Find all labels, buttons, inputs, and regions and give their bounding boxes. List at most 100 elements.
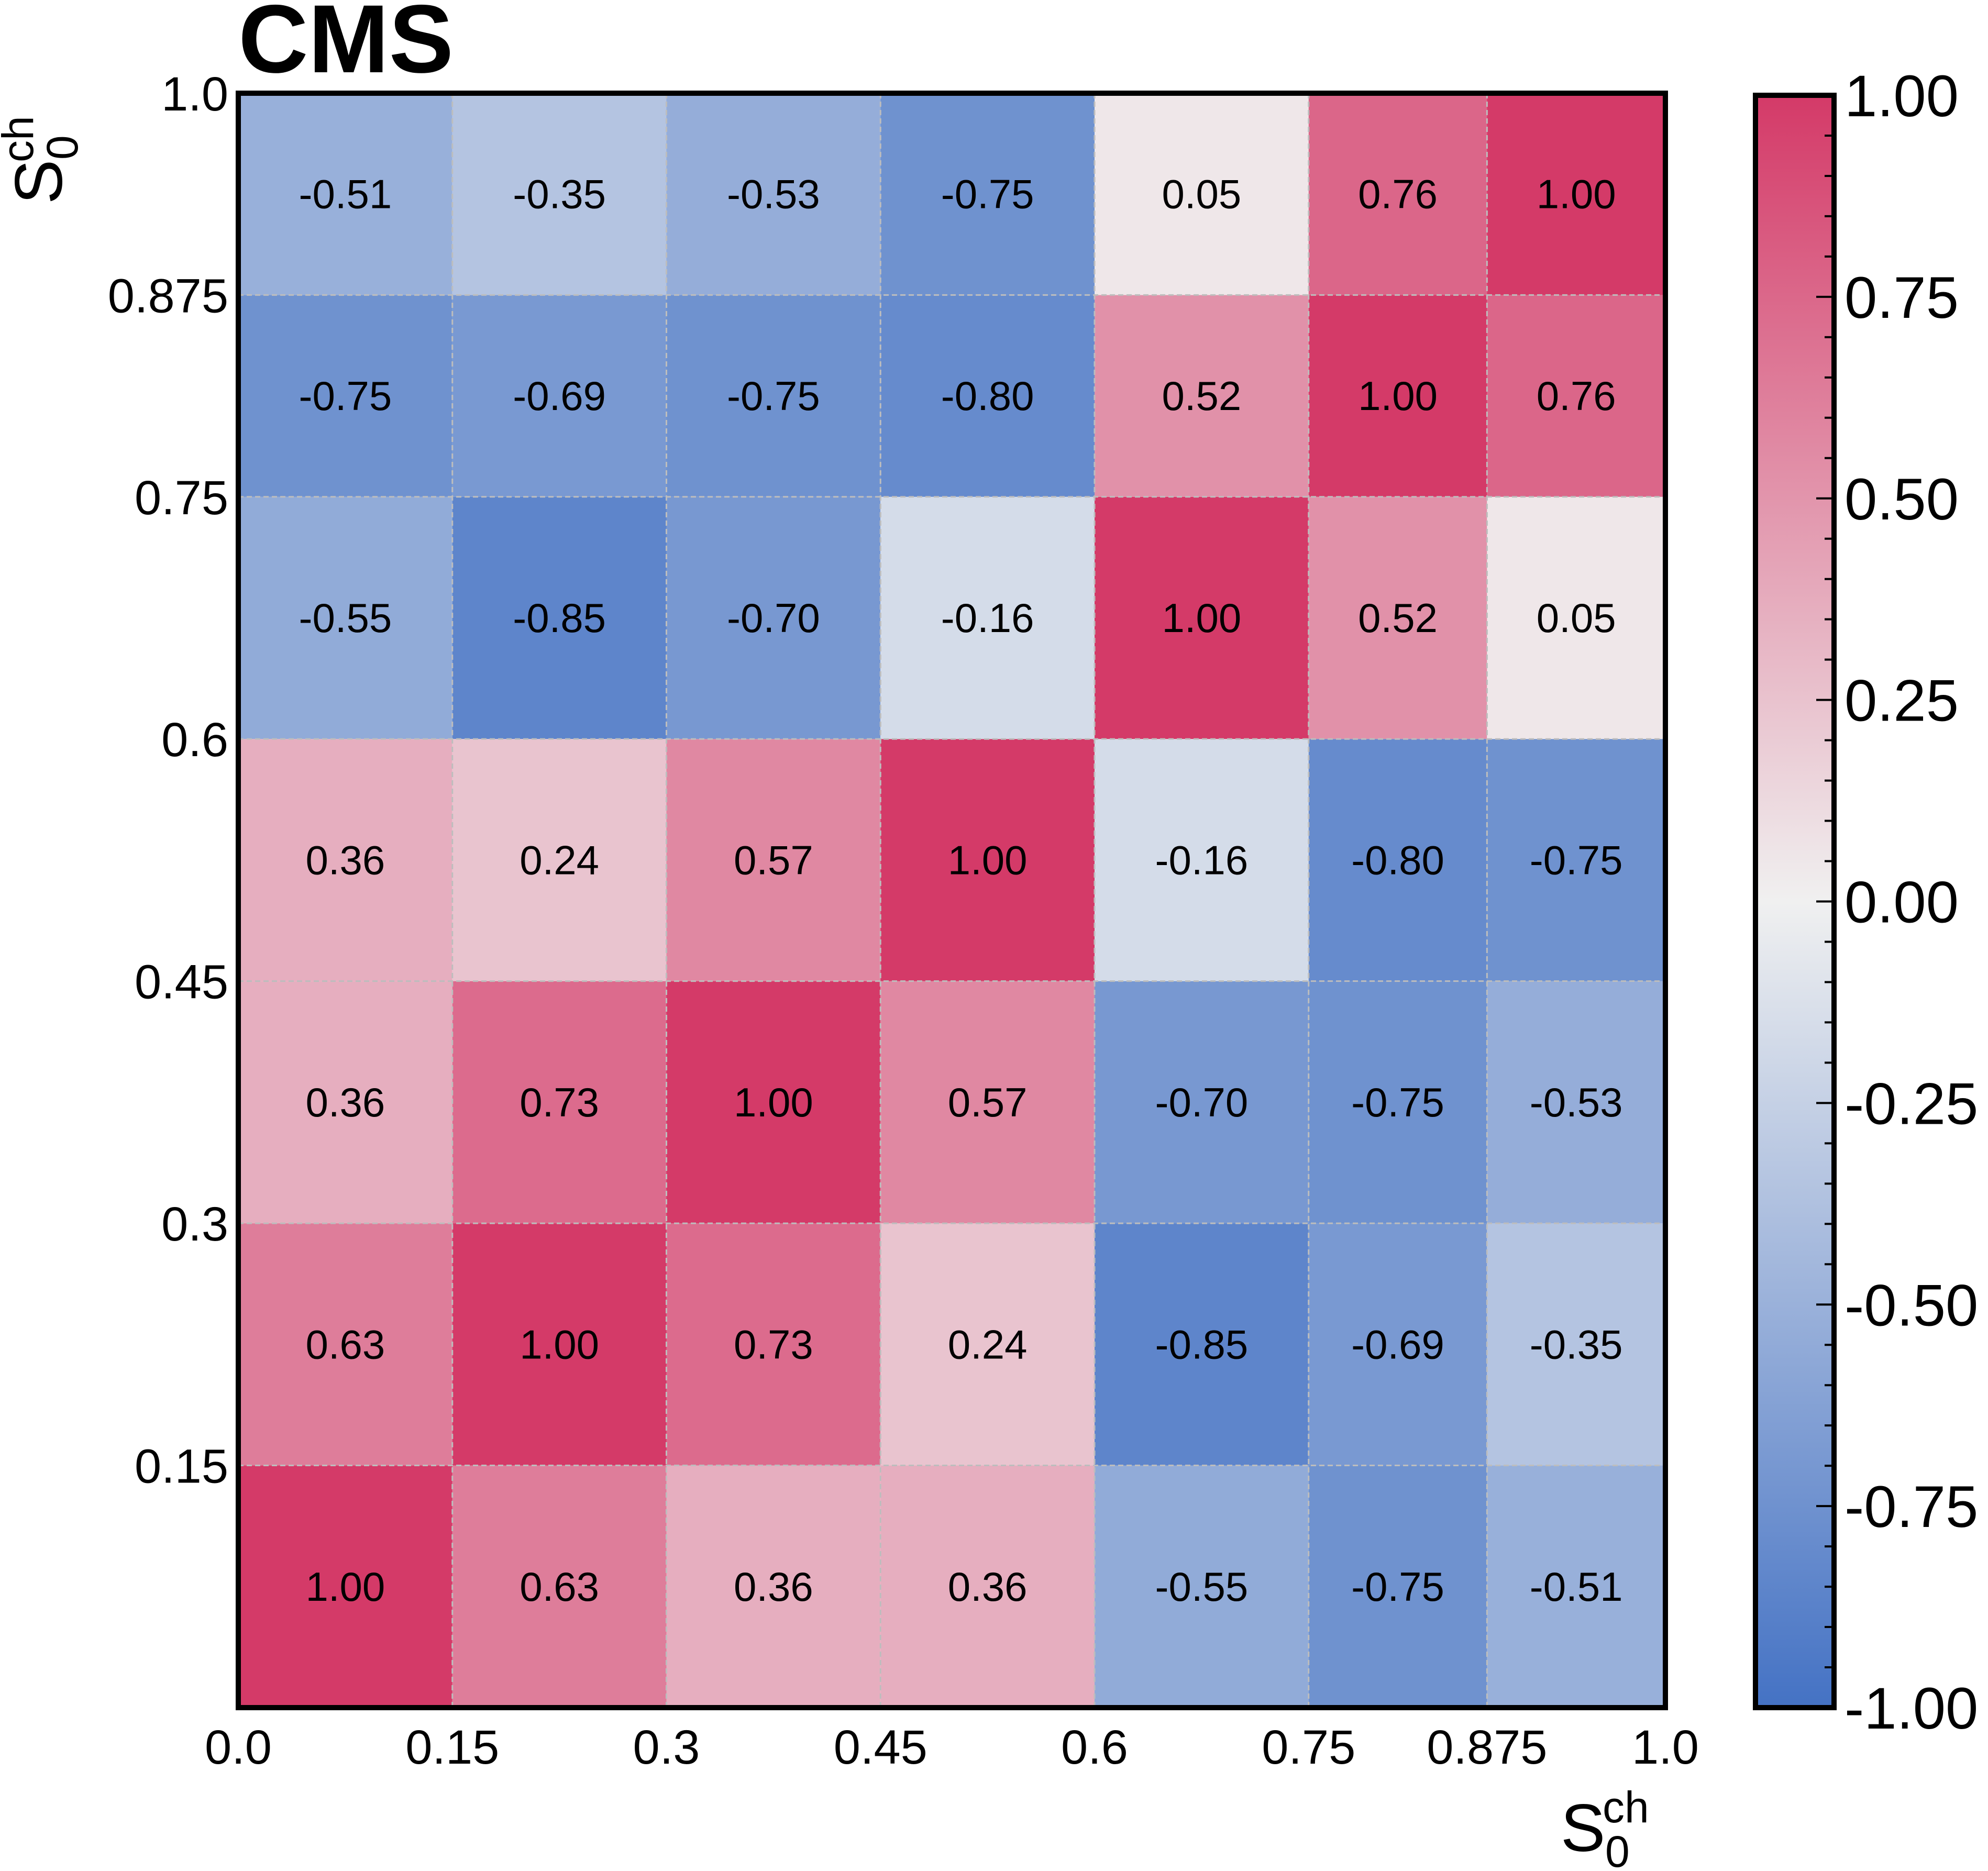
colorbar-ticks: 1.00 0.75 0.50 0.25 0.00 -0.25 -0.50 -0.75 -1.00 [1816, 63, 1978, 1741]
cell-value-label: 1.00 [305, 1564, 385, 1610]
x-tick-label: 0.0 [205, 1721, 272, 1774]
cell-value-label: -0.75 [941, 171, 1034, 217]
cell-value-label: 0.76 [1358, 171, 1438, 217]
x-tick-label: 0.75 [1262, 1721, 1355, 1774]
heatmap-cell [1095, 1223, 1309, 1466]
heatmap-cell [238, 496, 452, 739]
cell-value-label: 1.00 [948, 837, 1028, 883]
cell-value-label: -0.16 [1155, 837, 1248, 883]
y-tick-label: 0.6 [161, 713, 228, 767]
heatmap-cell [452, 1223, 667, 1466]
heatmap-cell [238, 739, 452, 981]
heatmap-cell [1095, 93, 1309, 295]
x-tick-label: 0.6 [1061, 1721, 1128, 1774]
cell-value-label: 0.52 [1358, 595, 1438, 641]
cell-value-label: 0.05 [1162, 171, 1241, 217]
experiment-label: CMS [238, 0, 454, 93]
heatmap-cell [880, 93, 1095, 295]
cell-value-label: 0.57 [734, 837, 813, 883]
x-axis-ticks: 0.0 0.15 0.3 0.45 0.6 0.75 0.875 1.0 [205, 1721, 1699, 1774]
heatmap-cell [1308, 739, 1487, 981]
cell-value-label: -0.70 [727, 595, 820, 641]
cell-value-label: 0.73 [520, 1079, 599, 1125]
cell-value-label: -0.80 [1351, 837, 1444, 883]
heatmap-cell [666, 93, 881, 295]
cell-value-label: -0.85 [513, 595, 606, 641]
cell-value-label: 1.00 [1162, 595, 1241, 641]
heatmap-cell [1308, 295, 1487, 497]
heatmap-cell [880, 1223, 1095, 1466]
cell-value-label: -0.53 [727, 171, 820, 217]
y-tick-label: 0.3 [161, 1198, 228, 1251]
heatmap-cell [1095, 295, 1309, 497]
y-tick-label: 1.0 [161, 68, 228, 121]
cell-value-label: 0.52 [1162, 373, 1241, 419]
svg-text:ch: ch [1603, 1783, 1649, 1832]
y-tick-label: 0.875 [108, 269, 228, 323]
colorbar-tick-label: 0.50 [1845, 467, 1959, 532]
cell-value-label: 1.00 [1358, 373, 1438, 419]
cell-value-label: 1.00 [520, 1321, 599, 1367]
heatmap-cell [666, 981, 881, 1224]
cell-value-label: -0.75 [1351, 1564, 1444, 1610]
heatmap-cell [452, 981, 667, 1224]
colorbar-tick-label: -0.75 [1845, 1474, 1978, 1540]
heatmap-cell [452, 295, 667, 497]
cell-value-label: -0.75 [1351, 1079, 1444, 1125]
heatmap-cell [238, 93, 452, 295]
heatmap-cell [666, 496, 881, 739]
cell-value-label: -0.85 [1155, 1321, 1248, 1367]
heatmap-cell [238, 1465, 452, 1708]
x-tick-label: 1.0 [1632, 1721, 1699, 1774]
cell-value-label: 0.36 [734, 1564, 813, 1610]
colorbar-tick-label: 1.00 [1845, 63, 1959, 129]
x-tick-label: 0.15 [405, 1721, 499, 1774]
plot-frame [236, 91, 1668, 1710]
svg-text:S: S [2, 160, 76, 204]
heatmap-cell [238, 981, 452, 1224]
cell-value-label: -0.53 [1530, 1079, 1623, 1125]
cell-value-label: 0.63 [520, 1564, 599, 1610]
heatmap-cell [880, 739, 1095, 981]
heatmap-cell [1095, 1465, 1309, 1708]
x-tick-label: 0.875 [1427, 1721, 1547, 1774]
svg-text:ch: ch [0, 116, 42, 162]
x-axis-title: S ch 0 [1561, 1783, 1649, 1871]
heatmap-cell [666, 1223, 881, 1466]
heatmap-cell [880, 295, 1095, 497]
cell-value-label: 0.63 [305, 1321, 385, 1367]
heatmap-cell [1487, 1465, 1665, 1708]
heatmap-cell [666, 739, 881, 981]
heatmap-cell [1487, 496, 1665, 739]
heatmap-cell [1487, 1223, 1665, 1466]
heatmap-cell-labels: 1.00 0.63 0.36 0.36 -0.55 -0.75 -0.51 0.63 1.00 0… [299, 171, 1622, 1610]
cell-value-label: -0.75 [299, 373, 392, 419]
cell-value-label: -0.55 [1155, 1564, 1248, 1610]
heatmap-cell [1308, 1223, 1487, 1466]
cell-value-label: -0.35 [513, 171, 606, 217]
y-axis-title: S ch 0 [0, 116, 87, 204]
heatmap-cell [1095, 739, 1309, 981]
heatmap-cell [452, 496, 667, 739]
heatmap-grid [238, 93, 1665, 1708]
cell-value-label: -0.51 [299, 171, 392, 217]
heatmap-cell [880, 496, 1095, 739]
heatmap-cell [1308, 496, 1487, 739]
colorbar-tick-label: 0.00 [1845, 870, 1959, 935]
colorbar-tick-label: -0.50 [1845, 1272, 1978, 1338]
cell-value-label: -0.35 [1530, 1321, 1623, 1367]
heatmap-cell [1308, 981, 1487, 1224]
svg-text:0: 0 [38, 135, 87, 160]
cell-value-label: 0.36 [948, 1564, 1028, 1610]
colorbar-tick-label: -0.25 [1845, 1071, 1978, 1136]
cell-value-label: 0.24 [948, 1321, 1028, 1367]
heatmap-cell [1095, 496, 1309, 739]
cell-value-label: 1.00 [734, 1079, 813, 1125]
cell-value-label: 0.36 [305, 1079, 385, 1125]
cell-value-label: -0.69 [513, 373, 606, 419]
heatmap-cell [1487, 295, 1665, 497]
cell-value-label: -0.55 [299, 595, 392, 641]
x-tick-label: 0.3 [633, 1721, 700, 1774]
cell-value-label: -0.69 [1351, 1321, 1444, 1367]
cell-value-label: -0.70 [1155, 1079, 1248, 1125]
